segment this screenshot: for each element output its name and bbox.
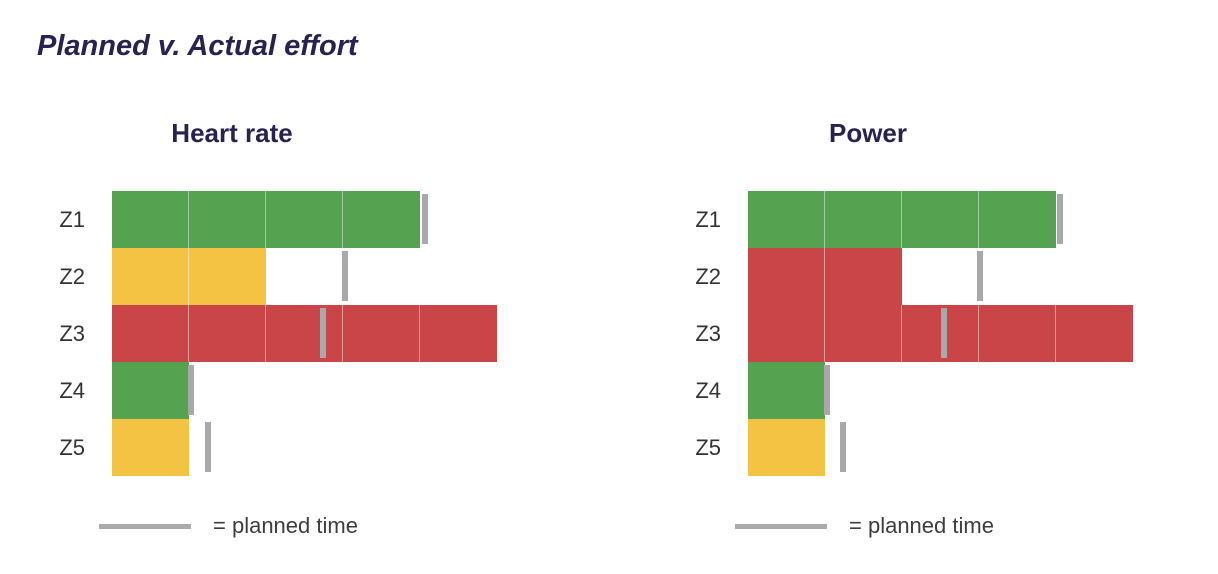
bar-track [112,305,597,362]
bar-segment [266,191,343,248]
planned-time-swatch [99,523,191,529]
bar-segment [979,305,1056,362]
bar-segment [112,362,189,419]
actual-bar-z1 [112,191,420,248]
zone-row-z1: Z1 [673,191,1218,248]
zone-row-z5: Z5 [673,419,1218,476]
planned-time-marker-z3 [941,308,948,358]
actual-bar-z5 [748,419,825,476]
bar-track [112,362,597,419]
zone-label-z2: Z2 [59,264,85,289]
zone-row-z3: Z3 [37,305,597,362]
bar-segment [902,191,979,248]
bar-track [748,362,1218,419]
bar-segment [825,191,902,248]
bar-segment [266,305,343,362]
zone-label-z3: Z3 [59,321,85,346]
actual-bar-z3 [112,305,497,362]
zone-row-z4: Z4 [673,362,1218,419]
actual-bar-z2 [112,248,266,305]
bar-segment [189,191,266,248]
planned-time-marker-z2 [976,251,983,301]
planned-time-marker-z4 [824,365,831,415]
zone-row-z4: Z4 [37,362,597,419]
legend-label: = planned time [849,513,994,538]
bar-segment [189,305,266,362]
bar-segment [748,362,825,419]
planned-time-marker-z4 [188,365,195,415]
legend-label: = planned time [213,513,358,538]
zone-label-z2: Z2 [695,264,721,289]
planned-time-swatch [735,523,827,529]
bar-segment [825,248,902,305]
zone-row-z2: Z2 [673,248,1218,305]
bar-segment [748,419,825,476]
zone-row-z2: Z2 [37,248,597,305]
bar-segment [189,248,266,305]
bar-segment [112,248,189,305]
bar-segment [343,191,420,248]
bar-track [748,419,1218,476]
chart-legend: = planned time [37,510,358,542]
zone-label-z4: Z4 [59,378,85,403]
planned-time-marker-z1 [1056,194,1063,244]
zone-row-z3: Z3 [673,305,1218,362]
bar-segment [748,305,825,362]
planned-time-marker-z5 [205,422,212,472]
bar-segment [1056,305,1133,362]
page-title: Planned v. Actual effort [37,30,358,62]
bar-segment [902,305,979,362]
bar-track [748,191,1218,248]
chart-rows: Z1 Z2 Z3 Z4 Z5 [37,191,597,476]
actual-bar-z3 [748,305,1133,362]
planned-time-marker-z2 [342,251,349,301]
actual-bar-z2 [748,248,902,305]
bar-segment [112,305,189,362]
bar-segment [825,305,902,362]
planned-time-marker-z1 [421,194,428,244]
chart-title-power: Power [828,118,908,148]
bar-segment [112,419,189,476]
bar-segment [979,191,1056,248]
bar-track [748,248,1218,305]
bar-segment [748,248,825,305]
zone-label-z5: Z5 [59,435,85,460]
zone-label-z1: Z1 [59,207,85,232]
chart-rows: Z1 Z2 Z3 Z4 Z5 [673,191,1218,476]
zone-row-z1: Z1 [37,191,597,248]
bar-segment [748,191,825,248]
zone-label-z1: Z1 [695,207,721,232]
bar-segment [343,305,420,362]
zone-label-z4: Z4 [695,378,721,403]
chart-legend: = planned time [673,510,994,542]
bar-track [112,248,597,305]
heart-rate-chart: Heart rate Z1 Z2 Z3 Z4 Z5 = planned time [37,110,597,560]
power-chart: Power Z1 Z2 Z3 Z4 Z5 = planned time [673,110,1218,560]
bar-track [112,419,597,476]
actual-bar-z4 [748,362,825,419]
bar-track [112,191,597,248]
actual-bar-z5 [112,419,189,476]
actual-bar-z4 [112,362,189,419]
bar-segment [112,191,189,248]
bar-segment [420,305,497,362]
bar-track [748,305,1218,362]
actual-bar-z1 [748,191,1056,248]
chart-title-heart-rate: Heart rate [171,118,293,148]
planned-time-marker-z5 [839,422,846,472]
zone-label-z5: Z5 [695,435,721,460]
zone-label-z3: Z3 [695,321,721,346]
planned-time-marker-z3 [319,308,326,358]
zone-row-z5: Z5 [37,419,597,476]
